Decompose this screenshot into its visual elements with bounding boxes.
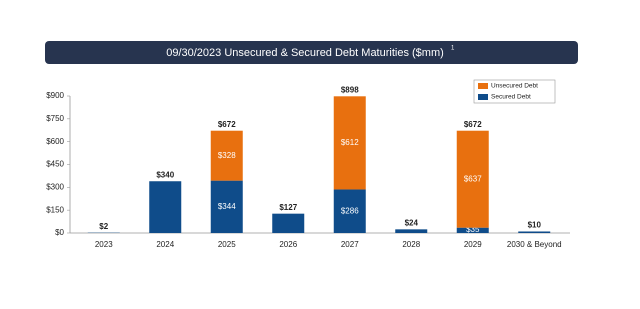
bar-segment — [149, 181, 181, 233]
bar-segment — [518, 231, 550, 233]
y-tick-label: $750 — [46, 114, 64, 123]
total-label: $2 — [99, 222, 108, 231]
x-tick-label: 2030 & Beyond — [507, 240, 562, 249]
x-tick-label: 2025 — [218, 240, 236, 249]
y-tick-label: $900 — [46, 91, 64, 100]
bar-segment — [272, 214, 304, 233]
total-label: $24 — [405, 218, 419, 227]
x-tick-label: 2026 — [279, 240, 297, 249]
y-tick-label: $600 — [46, 137, 64, 146]
y-tick-label: $0 — [55, 228, 64, 237]
total-label: $127 — [279, 203, 297, 212]
chart-title: 09/30/2023 Unsecured & Secured Debt Matu… — [166, 47, 444, 59]
legend-label: Unsecured Debt — [491, 83, 538, 90]
segment-label: $612 — [341, 138, 359, 147]
legend-label: Secured Debt — [491, 94, 531, 101]
segment-label: $286 — [341, 206, 359, 215]
x-tick-label: 2023 — [95, 240, 113, 249]
x-tick-label: 2029 — [464, 240, 482, 249]
bar-segment — [395, 229, 427, 233]
y-tick-label: $300 — [46, 182, 64, 191]
y-tick-label: $450 — [46, 160, 64, 169]
segment-label: $637 — [464, 174, 482, 183]
total-label: $340 — [156, 170, 174, 179]
total-label: $898 — [341, 85, 359, 94]
legend-swatch — [478, 94, 488, 100]
total-label: $672 — [218, 120, 236, 129]
total-label: $672 — [464, 120, 482, 129]
x-tick-label: 2028 — [402, 240, 420, 249]
segment-label: $344 — [218, 202, 236, 211]
x-tick-label: 2024 — [156, 240, 174, 249]
segment-label: $328 — [218, 151, 236, 160]
x-tick-label: 2027 — [341, 240, 359, 249]
y-tick-label: $150 — [46, 205, 64, 214]
total-label: $10 — [528, 221, 542, 230]
legend-swatch — [478, 83, 488, 89]
